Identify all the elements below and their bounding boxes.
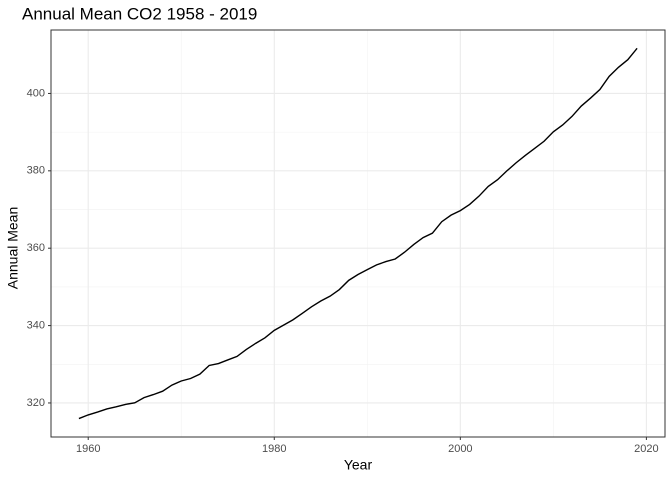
data-line <box>78 47 638 420</box>
y-tick-label: 320 <box>27 397 45 409</box>
x-tick-label: 1980 <box>262 443 286 455</box>
panel-border <box>50 29 666 438</box>
x-tick-label: 2000 <box>448 443 472 455</box>
y-tick-label: 360 <box>27 242 45 254</box>
chart-title: Annual Mean CO2 1958 - 2019 <box>22 4 257 23</box>
x-axis-title: Year <box>344 457 373 473</box>
y-axis-title: Annual Mean <box>5 207 21 290</box>
y-tick-label: 380 <box>27 165 45 177</box>
x-tick-label: 1960 <box>76 443 100 455</box>
x-tick-label: 2020 <box>634 443 658 455</box>
y-tick-label: 400 <box>27 87 45 99</box>
y-tick-label: 340 <box>27 319 45 331</box>
